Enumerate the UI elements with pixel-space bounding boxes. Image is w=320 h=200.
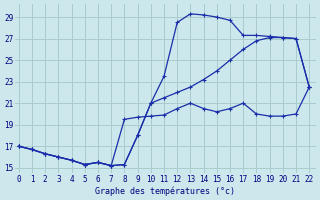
X-axis label: Graphe des températures (°c): Graphe des températures (°c)	[95, 186, 235, 196]
